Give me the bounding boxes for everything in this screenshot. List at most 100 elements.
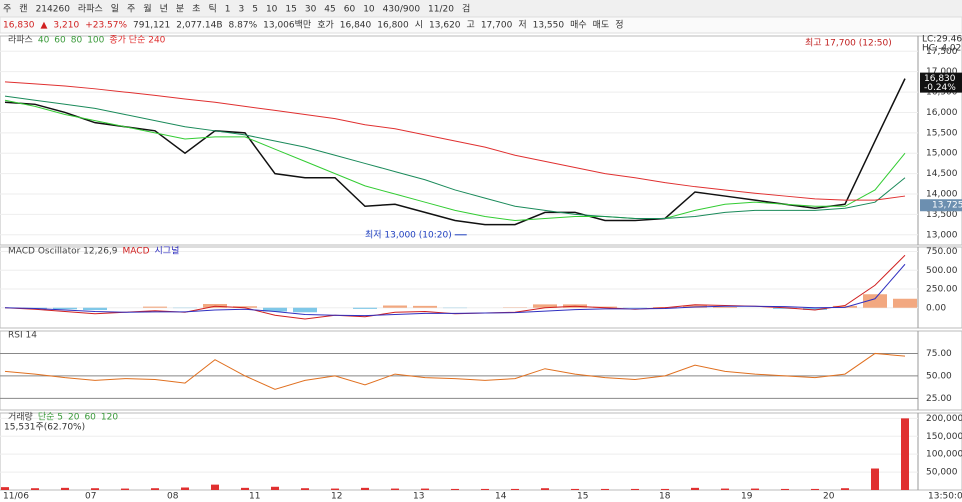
toolbar-item[interactable]: 10 xyxy=(266,5,278,15)
osc-bar xyxy=(533,304,557,308)
x-tick-label: 11 xyxy=(249,492,260,502)
quote-item: 호가 xyxy=(317,20,334,31)
quote-item: ▲ xyxy=(41,21,48,31)
panel xyxy=(0,35,962,246)
volume-bar xyxy=(61,487,69,490)
quote-item: 매수 xyxy=(570,20,587,31)
osc-bar xyxy=(53,307,77,310)
y-tick-label: 150,000 xyxy=(926,432,962,442)
volume-bar xyxy=(481,488,489,490)
change-label: -0.24% xyxy=(924,83,956,93)
quote-item: 791,121 xyxy=(133,21,170,31)
annotation: 최고 17,700 (12:50) xyxy=(805,38,892,49)
quote-item: 13,006백만 xyxy=(263,20,311,31)
quote-item: 13,550 xyxy=(533,21,565,31)
osc-bar xyxy=(263,307,287,312)
volume-bar xyxy=(541,488,549,490)
toolbar-item[interactable]: 30 xyxy=(305,5,317,15)
annotation: 최저 13,000 (10:20) xyxy=(365,229,452,240)
volume-bar xyxy=(391,488,399,490)
osc-bar xyxy=(713,307,737,308)
quote-item: 8.87% xyxy=(229,21,258,31)
quote-item: 매도 xyxy=(593,20,610,31)
toolbar-item[interactable]: 3 xyxy=(238,5,244,15)
osc-bar xyxy=(143,306,167,308)
y-tick-label: 15,000 xyxy=(926,149,958,159)
toolbar-item[interactable]: 라파스 xyxy=(78,4,103,15)
toolbar-item[interactable]: 주 xyxy=(127,4,135,15)
toolbar-item[interactable]: 1 xyxy=(225,5,231,15)
legend-entry: RSI 14 xyxy=(8,331,37,341)
osc-bar xyxy=(593,306,617,308)
osc-bar xyxy=(233,306,257,308)
toolbar-item[interactable]: 검 xyxy=(462,3,470,15)
quote-item: 고 xyxy=(467,21,475,31)
volume-bar xyxy=(181,487,189,490)
volume-bar xyxy=(1,487,9,490)
osc-bar xyxy=(833,305,857,308)
volume-bar xyxy=(571,488,579,490)
panel xyxy=(0,412,962,491)
y-tick-label: 100,000 xyxy=(926,450,962,460)
legend-entry: 시그널 xyxy=(155,246,180,257)
series-line xyxy=(4,78,906,226)
volume-bar xyxy=(751,488,759,490)
volume-bar xyxy=(421,488,429,490)
y-tick-label: 13,000 xyxy=(926,230,958,240)
y-tick-label: 14,500 xyxy=(926,169,958,179)
y-tick-label: 17,500 xyxy=(926,47,958,57)
y-tick-label: 13,500 xyxy=(926,210,958,220)
quote-item: 16,830 xyxy=(3,21,35,31)
series-line xyxy=(4,81,906,201)
volume-bar xyxy=(631,488,639,490)
toolbar-item[interactable]: 월 xyxy=(143,3,151,15)
toolbar-item[interactable]: 틱 xyxy=(208,3,216,15)
y-tick-label: 14,000 xyxy=(926,190,958,200)
volume-bar xyxy=(91,488,99,490)
quote-item: 13,620 xyxy=(429,21,461,31)
y-tick-label: 500.00 xyxy=(926,266,958,276)
quote-item: 16,840 xyxy=(340,21,372,31)
volume-bar xyxy=(211,484,219,490)
toolbar-item[interactable]: 15 xyxy=(285,5,296,15)
volume-bar xyxy=(601,488,609,490)
toolbar-item[interactable]: 주 xyxy=(3,4,11,15)
y-tick-label: 200,000 xyxy=(926,414,962,424)
toolbar-item[interactable]: 5 xyxy=(252,5,258,15)
volume-bar xyxy=(811,488,819,490)
quote-item: 정 xyxy=(615,20,623,31)
toolbar-item[interactable]: 10 xyxy=(363,5,375,15)
volume-bar xyxy=(691,487,699,490)
ma-tag-label: 13,725 xyxy=(932,201,962,211)
x-tick-label: 19 xyxy=(741,492,753,502)
volume-bar xyxy=(901,418,909,490)
volume-bar xyxy=(781,488,789,490)
toolbar-item[interactable]: 214260 xyxy=(36,5,71,15)
quote-item: 3,210 xyxy=(53,21,79,31)
volume-bar xyxy=(241,487,249,490)
y-tick-label: 750.00 xyxy=(926,247,958,257)
toolbar-item[interactable]: 45 xyxy=(324,5,335,15)
volume-bar xyxy=(841,488,849,490)
toolbar-item[interactable]: 캔 xyxy=(19,4,27,15)
legend-entry: 60 xyxy=(84,413,96,423)
legend-entry: 80 xyxy=(71,36,83,46)
toolbar-item[interactable]: 년 xyxy=(160,4,168,15)
volume-bar xyxy=(721,488,729,490)
toolbar-item[interactable]: 일 xyxy=(111,4,119,15)
osc-bar xyxy=(83,307,107,310)
x-tick-label: 07 xyxy=(85,492,96,502)
y-tick-label: 50.00 xyxy=(926,371,952,381)
x-tick-label: 14 xyxy=(495,492,507,502)
series-line xyxy=(4,254,906,320)
toolbar-item[interactable]: 11/20 xyxy=(428,5,454,15)
toolbar-item[interactable]: 430/900 xyxy=(383,5,421,15)
toolbar-item[interactable]: 초 xyxy=(192,4,200,15)
volume-bar xyxy=(451,488,459,490)
toolbar-item[interactable]: 60 xyxy=(344,5,356,15)
quote-item: 저 xyxy=(518,20,526,31)
toolbar-item[interactable]: 분 xyxy=(176,4,184,15)
x-tick-label: 12 xyxy=(331,492,342,502)
toolbar xyxy=(0,0,962,17)
